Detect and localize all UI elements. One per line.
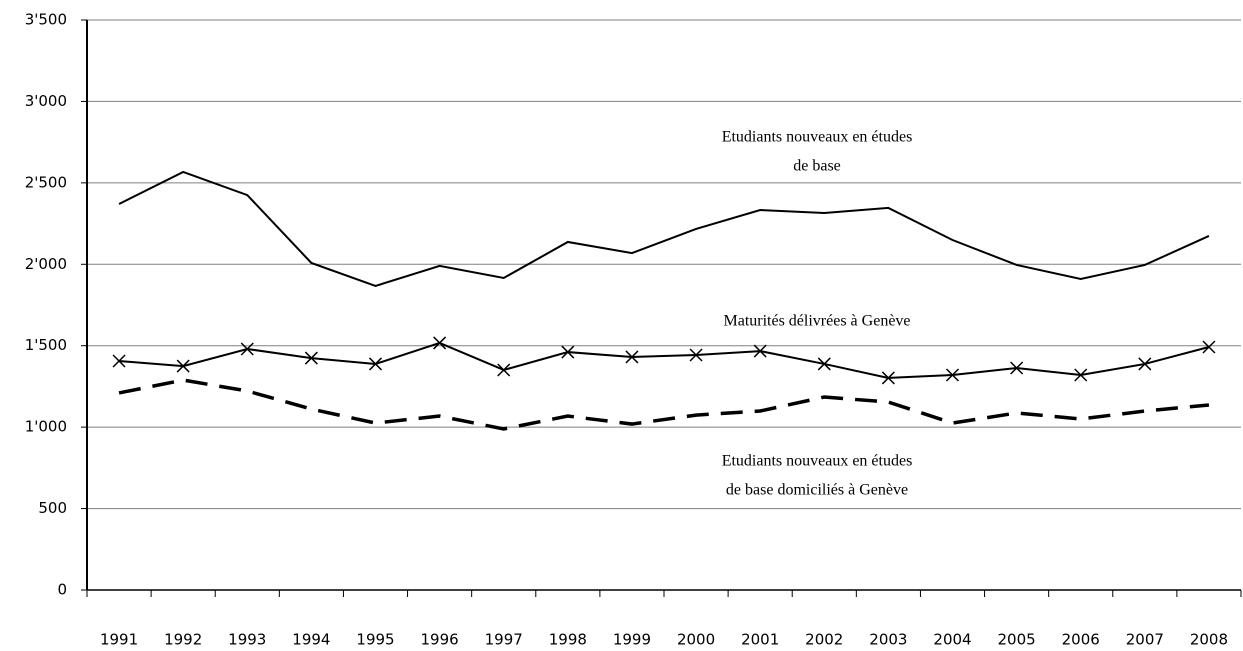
x-tick-label: 1994 bbox=[292, 631, 330, 649]
annotation: Etudiants nouveaux en études bbox=[722, 129, 913, 146]
marker bbox=[176, 359, 190, 373]
x-tick-label: 1991 bbox=[100, 631, 138, 649]
x-tick-label: 1993 bbox=[228, 631, 266, 649]
marker bbox=[561, 345, 575, 359]
marker bbox=[817, 357, 831, 371]
y-tick-label: 2'500 bbox=[25, 173, 67, 191]
series-line bbox=[118, 341, 1210, 379]
y-tick-label: 0 bbox=[57, 581, 67, 599]
y-tick-label: 3'500 bbox=[25, 11, 67, 29]
annotation: de base bbox=[793, 158, 841, 175]
series-line bbox=[118, 378, 1210, 431]
x-tick-label: 1995 bbox=[356, 631, 394, 649]
x-tick-label: 2001 bbox=[741, 631, 779, 649]
marker bbox=[881, 371, 895, 385]
x-tick-label: 2005 bbox=[998, 631, 1036, 649]
marker bbox=[304, 351, 318, 365]
marker bbox=[945, 368, 960, 382]
marker bbox=[368, 357, 383, 371]
x-tick-label: 2007 bbox=[1126, 631, 1164, 649]
marker bbox=[240, 342, 254, 356]
marker bbox=[1138, 357, 1152, 371]
marker bbox=[1010, 361, 1024, 375]
x-tick-label: 2008 bbox=[1190, 631, 1228, 649]
x-tick-label: 2004 bbox=[933, 631, 971, 649]
marker bbox=[625, 350, 639, 364]
x-tick-label: 1999 bbox=[613, 631, 651, 649]
marker bbox=[433, 336, 447, 350]
marker bbox=[1074, 368, 1088, 382]
x-tick-label: 1996 bbox=[421, 631, 459, 649]
x-tick-label: 1997 bbox=[485, 631, 523, 649]
y-tick-label: 1'000 bbox=[25, 418, 67, 436]
x-tick-label: 1992 bbox=[164, 631, 202, 649]
x-tick-label: 2006 bbox=[1062, 631, 1100, 649]
y-tick-label: 500 bbox=[38, 499, 67, 517]
marker bbox=[497, 363, 511, 377]
x-tick-label: 2003 bbox=[869, 631, 907, 649]
marker bbox=[112, 354, 126, 368]
x-tick-label: 2000 bbox=[677, 631, 715, 649]
x-tick-label: 2002 bbox=[805, 631, 843, 649]
marker bbox=[753, 344, 767, 358]
y-tick-label: 3'000 bbox=[25, 92, 67, 110]
series-line bbox=[118, 170, 1210, 288]
marker bbox=[1202, 340, 1216, 354]
y-tick-label: 1'500 bbox=[25, 336, 67, 354]
y-tick-label: 2'000 bbox=[25, 255, 67, 273]
marker bbox=[689, 348, 703, 362]
annotation: Maturités délivrées à Genève bbox=[723, 313, 910, 330]
annotation: de base domiciliés à Genève bbox=[726, 482, 908, 499]
annotation: Etudiants nouveaux en études bbox=[722, 453, 913, 470]
x-tick-label: 1998 bbox=[549, 631, 587, 649]
